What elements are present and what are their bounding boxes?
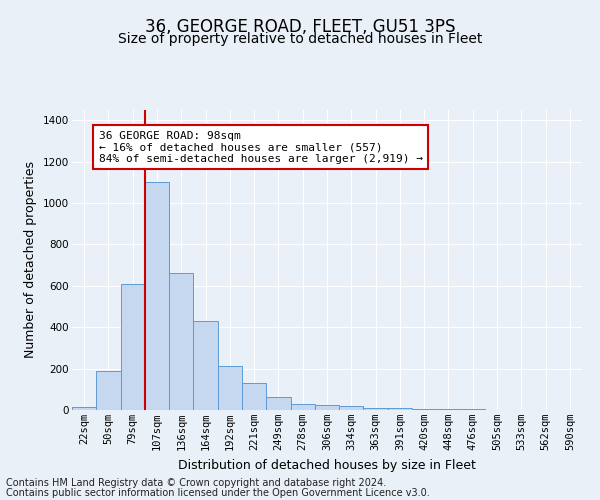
Text: 36, GEORGE ROAD, FLEET, GU51 3PS: 36, GEORGE ROAD, FLEET, GU51 3PS [145,18,455,36]
Text: 36 GEORGE ROAD: 98sqm
← 16% of detached houses are smaller (557)
84% of semi-det: 36 GEORGE ROAD: 98sqm ← 16% of detached … [99,130,423,164]
Bar [72,407,96,410]
Bar [436,409,461,410]
Text: Contains HM Land Registry data © Crown copyright and database right 2024.: Contains HM Land Registry data © Crown c… [6,478,386,488]
Bar [315,406,339,410]
Bar [266,396,290,410]
Bar [121,284,145,410]
Bar [339,406,364,410]
Bar [218,366,242,410]
Bar [145,182,169,410]
Bar [412,409,436,410]
Bar [290,404,315,410]
X-axis label: Distribution of detached houses by size in Fleet: Distribution of detached houses by size … [178,458,476,471]
Y-axis label: Number of detached properties: Number of detached properties [25,162,37,358]
Text: Size of property relative to detached houses in Fleet: Size of property relative to detached ho… [118,32,482,46]
Bar [364,408,388,410]
Bar [388,408,412,410]
Bar [242,383,266,410]
Bar [169,274,193,410]
Bar [96,370,121,410]
Text: Contains public sector information licensed under the Open Government Licence v3: Contains public sector information licen… [6,488,430,498]
Bar [193,321,218,410]
